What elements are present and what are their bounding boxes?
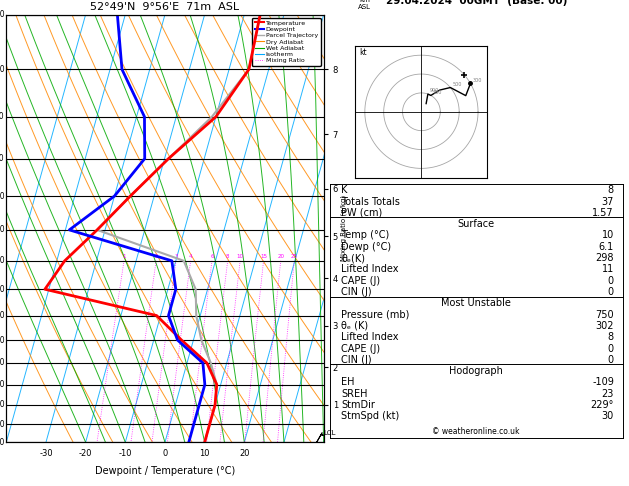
Legend: Temperature, Dewpoint, Parcel Trajectory, Dry Adiabat, Wet Adiabat, Isotherm, Mi: Temperature, Dewpoint, Parcel Trajectory… — [252, 17, 321, 66]
Text: 25: 25 — [291, 254, 298, 259]
Text: 20: 20 — [239, 449, 250, 458]
Y-axis label: Mixing Ratio (g/kg): Mixing Ratio (g/kg) — [341, 195, 347, 261]
Text: -30: -30 — [39, 449, 53, 458]
Text: 450: 450 — [0, 154, 4, 163]
Text: 700: 700 — [433, 89, 442, 95]
Text: 6: 6 — [210, 254, 214, 259]
Text: kt: kt — [359, 48, 367, 57]
Text: 400: 400 — [0, 112, 4, 122]
Text: -20: -20 — [79, 449, 92, 458]
Text: CIN (J): CIN (J) — [342, 287, 372, 297]
Text: Totals Totals: Totals Totals — [342, 196, 400, 207]
Text: 300: 300 — [472, 78, 482, 83]
Text: 20: 20 — [277, 254, 284, 259]
Text: 0: 0 — [608, 276, 614, 286]
Text: 850: 850 — [0, 380, 4, 389]
Text: Temp (°C): Temp (°C) — [342, 230, 390, 241]
Text: 0: 0 — [162, 449, 167, 458]
Text: 2: 2 — [154, 254, 158, 259]
Text: PW (cm): PW (cm) — [342, 208, 382, 218]
Text: Lifted Index: Lifted Index — [342, 264, 399, 275]
Text: Most Unstable: Most Unstable — [442, 298, 511, 308]
Text: Dewp (°C): Dewp (°C) — [342, 242, 392, 252]
Text: 8: 8 — [226, 254, 230, 259]
Text: 700: 700 — [0, 311, 4, 320]
Text: 900: 900 — [430, 88, 439, 93]
Text: 10: 10 — [199, 449, 210, 458]
Text: 10: 10 — [602, 230, 614, 241]
Text: 750: 750 — [0, 335, 4, 345]
Text: 229°: 229° — [591, 400, 614, 410]
Text: 10: 10 — [237, 254, 243, 259]
Text: 550: 550 — [0, 226, 4, 234]
Text: CAPE (J): CAPE (J) — [342, 276, 381, 286]
Text: 650: 650 — [0, 285, 4, 294]
Text: 0: 0 — [608, 344, 614, 353]
Text: CIN (J): CIN (J) — [342, 355, 372, 365]
Text: 1000: 1000 — [0, 438, 4, 447]
Text: km
ASL: km ASL — [359, 0, 371, 10]
Text: 298: 298 — [596, 253, 614, 263]
Text: 600: 600 — [0, 256, 4, 265]
Text: 30: 30 — [602, 412, 614, 421]
Text: 23: 23 — [601, 389, 614, 399]
Text: θₑ(K): θₑ(K) — [342, 253, 365, 263]
Text: 3: 3 — [174, 254, 178, 259]
Text: CAPE (J): CAPE (J) — [342, 344, 381, 353]
Text: StmSpd (kt): StmSpd (kt) — [342, 412, 399, 421]
Text: 300: 300 — [0, 10, 4, 19]
Text: 900: 900 — [0, 400, 4, 409]
Text: 800: 800 — [0, 359, 4, 367]
Text: -109: -109 — [592, 378, 614, 387]
Text: Dewpoint / Temperature (°C): Dewpoint / Temperature (°C) — [95, 466, 235, 476]
Text: 6.1: 6.1 — [599, 242, 614, 252]
Text: K: K — [342, 185, 348, 195]
Text: 500: 500 — [0, 191, 4, 201]
Text: 8: 8 — [608, 332, 614, 342]
Text: EH: EH — [342, 378, 355, 387]
Text: 1: 1 — [122, 254, 126, 259]
Text: Surface: Surface — [458, 219, 495, 229]
Text: 4: 4 — [189, 254, 192, 259]
Text: 15: 15 — [260, 254, 267, 259]
Text: LCL: LCL — [324, 430, 336, 436]
Text: θₑ (K): θₑ (K) — [342, 321, 369, 331]
Text: StmDir: StmDir — [342, 400, 376, 410]
Text: 0: 0 — [608, 287, 614, 297]
Text: © weatheronline.co.uk: © weatheronline.co.uk — [433, 427, 520, 436]
Text: -10: -10 — [118, 449, 132, 458]
Text: 750: 750 — [595, 310, 614, 320]
Text: 29.04.2024  00GMT  (Base: 00): 29.04.2024 00GMT (Base: 00) — [386, 0, 567, 6]
Text: 11: 11 — [602, 264, 614, 275]
Text: 1.57: 1.57 — [593, 208, 614, 218]
Text: Pressure (mb): Pressure (mb) — [342, 310, 410, 320]
Text: Lifted Index: Lifted Index — [342, 332, 399, 342]
Text: 350: 350 — [0, 65, 4, 74]
Title: 52°49'N  9°56'E  71m  ASL: 52°49'N 9°56'E 71m ASL — [91, 2, 240, 13]
Text: Hodograph: Hodograph — [449, 366, 503, 376]
Text: 8: 8 — [608, 185, 614, 195]
Text: 500: 500 — [452, 82, 462, 87]
Text: 302: 302 — [596, 321, 614, 331]
Text: 950: 950 — [0, 419, 4, 429]
Text: 0: 0 — [608, 355, 614, 365]
Text: SREH: SREH — [342, 389, 368, 399]
Text: 37: 37 — [601, 196, 614, 207]
